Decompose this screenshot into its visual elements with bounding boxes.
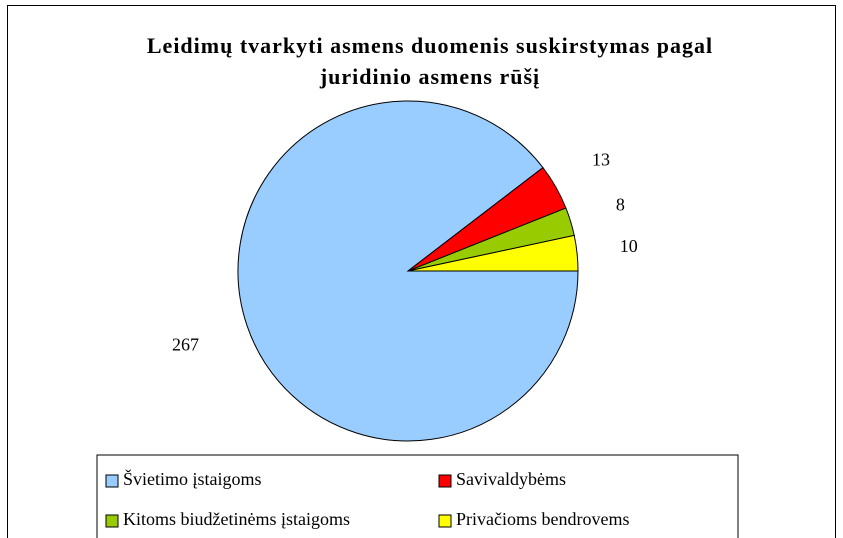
data-label: 10 xyxy=(620,236,638,256)
legend-label: Savivaldybėms xyxy=(456,469,566,489)
legend-swatch xyxy=(105,474,119,488)
legend-swatch xyxy=(438,514,452,528)
data-label: 8 xyxy=(616,195,625,215)
legend-swatch xyxy=(105,514,119,528)
legend-swatch xyxy=(438,474,452,488)
legend-label: Švietimo įstaigoms xyxy=(123,468,262,489)
data-label: 267 xyxy=(172,335,199,355)
data-label: 13 xyxy=(592,149,610,169)
legend-label: Privačioms bendrovems xyxy=(456,509,629,529)
legend-box xyxy=(96,454,739,538)
pie-slice xyxy=(407,234,579,272)
chart-frame xyxy=(7,5,836,538)
chart-title: Leidimų tvarkyti asmens duomenis suskirs… xyxy=(146,33,714,89)
legend-label: Kitoms biudžetinėms įstaigoms xyxy=(123,509,350,529)
